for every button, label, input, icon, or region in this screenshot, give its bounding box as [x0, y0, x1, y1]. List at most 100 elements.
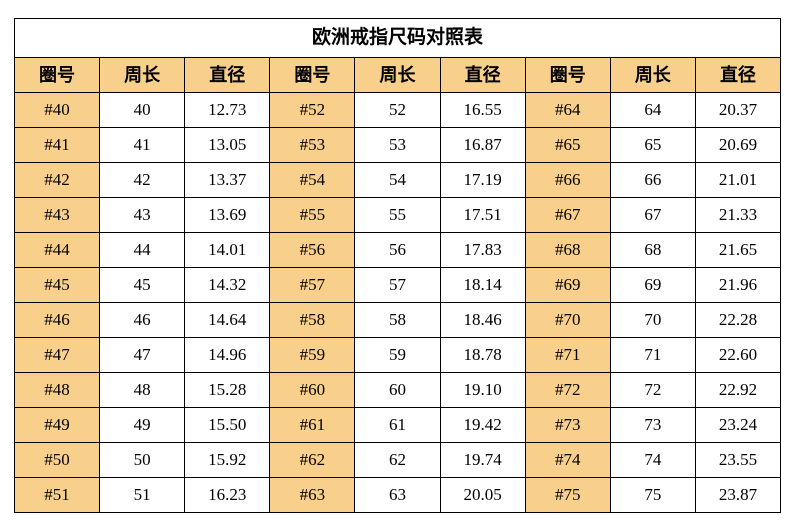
cell-diam: 15.92: [185, 443, 270, 478]
cell-diam: 18.78: [440, 338, 525, 373]
cell-ring: #68: [525, 233, 610, 268]
cell-circ: 47: [100, 338, 185, 373]
table-row: #50 50 15.92 #62 62 19.74 #74 74 23.55: [15, 443, 781, 478]
cell-ring: #61: [270, 408, 355, 443]
cell-circ: 71: [610, 338, 695, 373]
cell-circ: 46: [100, 303, 185, 338]
cell-diam: 19.42: [440, 408, 525, 443]
col-ring-1: 圈号: [15, 58, 100, 93]
cell-diam: 18.46: [440, 303, 525, 338]
cell-diam: 20.37: [695, 93, 780, 128]
cell-diam: 12.73: [185, 93, 270, 128]
cell-diam: 13.37: [185, 163, 270, 198]
cell-ring: #49: [15, 408, 100, 443]
cell-ring: #42: [15, 163, 100, 198]
cell-circ: 64: [610, 93, 695, 128]
cell-diam: 23.55: [695, 443, 780, 478]
table-row: #40 40 12.73 #52 52 16.55 #64 64 20.37: [15, 93, 781, 128]
table-row: #48 48 15.28 #60 60 19.10 #72 72 22.92: [15, 373, 781, 408]
cell-ring: #72: [525, 373, 610, 408]
cell-diam: 22.60: [695, 338, 780, 373]
cell-ring: #62: [270, 443, 355, 478]
cell-diam: 22.28: [695, 303, 780, 338]
cell-diam: 16.87: [440, 128, 525, 163]
cell-diam: 16.23: [185, 478, 270, 513]
cell-circ: 69: [610, 268, 695, 303]
table-row: #46 46 14.64 #58 58 18.46 #70 70 22.28: [15, 303, 781, 338]
cell-ring: #59: [270, 338, 355, 373]
cell-diam: 21.96: [695, 268, 780, 303]
header-row: 圈号 周长 直径 圈号 周长 直径 圈号 周长 直径: [15, 58, 781, 93]
cell-diam: 20.05: [440, 478, 525, 513]
cell-circ: 40: [100, 93, 185, 128]
col-circ-1: 周长: [100, 58, 185, 93]
table-row: #49 49 15.50 #61 61 19.42 #73 73 23.24: [15, 408, 781, 443]
table-row: #42 42 13.37 #54 54 17.19 #66 66 21.01: [15, 163, 781, 198]
cell-circ: 74: [610, 443, 695, 478]
cell-circ: 50: [100, 443, 185, 478]
cell-diam: 18.14: [440, 268, 525, 303]
col-diam-1: 直径: [185, 58, 270, 93]
cell-ring: #54: [270, 163, 355, 198]
col-diam-3: 直径: [695, 58, 780, 93]
cell-ring: #74: [525, 443, 610, 478]
cell-ring: #65: [525, 128, 610, 163]
cell-ring: #63: [270, 478, 355, 513]
cell-diam: 21.33: [695, 198, 780, 233]
cell-ring: #55: [270, 198, 355, 233]
cell-circ: 53: [355, 128, 440, 163]
cell-circ: 45: [100, 268, 185, 303]
cell-ring: #40: [15, 93, 100, 128]
cell-circ: 51: [100, 478, 185, 513]
cell-circ: 52: [355, 93, 440, 128]
table-row: #51 51 16.23 #63 63 20.05 #75 75 23.87: [15, 478, 781, 513]
cell-ring: #58: [270, 303, 355, 338]
col-circ-3: 周长: [610, 58, 695, 93]
cell-ring: #67: [525, 198, 610, 233]
cell-diam: 14.01: [185, 233, 270, 268]
col-diam-2: 直径: [440, 58, 525, 93]
cell-circ: 42: [100, 163, 185, 198]
cell-diam: 23.87: [695, 478, 780, 513]
cell-ring: #66: [525, 163, 610, 198]
cell-circ: 43: [100, 198, 185, 233]
cell-ring: #70: [525, 303, 610, 338]
cell-diam: 16.55: [440, 93, 525, 128]
cell-ring: #53: [270, 128, 355, 163]
cell-ring: #73: [525, 408, 610, 443]
table-body: 欧洲戒指尺码对照表 圈号 周长 直径 圈号 周长 直径 圈号 周长 直径 #40…: [15, 19, 781, 513]
cell-diam: 23.24: [695, 408, 780, 443]
cell-circ: 49: [100, 408, 185, 443]
cell-circ: 59: [355, 338, 440, 373]
cell-circ: 56: [355, 233, 440, 268]
cell-diam: 15.28: [185, 373, 270, 408]
table-row: #45 45 14.32 #57 57 18.14 #69 69 21.96: [15, 268, 781, 303]
cell-circ: 70: [610, 303, 695, 338]
cell-diam: 21.65: [695, 233, 780, 268]
cell-diam: 17.51: [440, 198, 525, 233]
table-row: #43 43 13.69 #55 55 17.51 #67 67 21.33: [15, 198, 781, 233]
table-row: #41 41 13.05 #53 53 16.87 #65 65 20.69: [15, 128, 781, 163]
cell-circ: 60: [355, 373, 440, 408]
cell-circ: 48: [100, 373, 185, 408]
cell-ring: #45: [15, 268, 100, 303]
cell-diam: 20.69: [695, 128, 780, 163]
cell-circ: 65: [610, 128, 695, 163]
cell-ring: #56: [270, 233, 355, 268]
cell-circ: 66: [610, 163, 695, 198]
table-title: 欧洲戒指尺码对照表: [15, 19, 781, 58]
table-container: 欧洲戒指尺码对照表 圈号 周长 直径 圈号 周长 直径 圈号 周长 直径 #40…: [0, 0, 795, 531]
cell-diam: 19.74: [440, 443, 525, 478]
cell-circ: 58: [355, 303, 440, 338]
cell-ring: #57: [270, 268, 355, 303]
col-circ-2: 周长: [355, 58, 440, 93]
cell-diam: 17.83: [440, 233, 525, 268]
cell-ring: #44: [15, 233, 100, 268]
cell-diam: 14.64: [185, 303, 270, 338]
cell-circ: 55: [355, 198, 440, 233]
cell-diam: 13.69: [185, 198, 270, 233]
cell-ring: #43: [15, 198, 100, 233]
cell-ring: #48: [15, 373, 100, 408]
cell-circ: 68: [610, 233, 695, 268]
ring-size-table: 欧洲戒指尺码对照表 圈号 周长 直径 圈号 周长 直径 圈号 周长 直径 #40…: [14, 18, 781, 513]
